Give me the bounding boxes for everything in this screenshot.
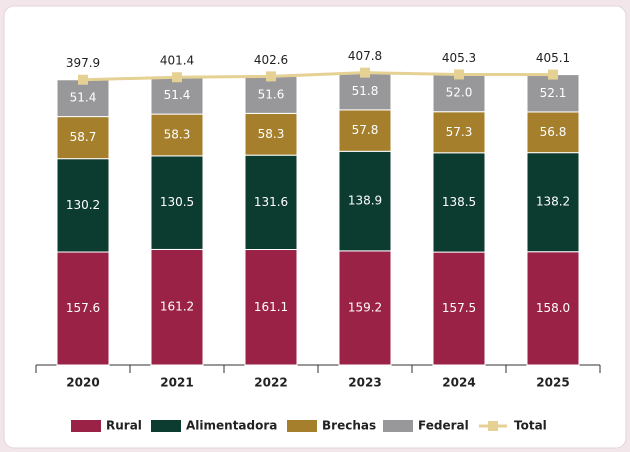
data-label: 138.9 xyxy=(348,194,382,208)
bar-segment xyxy=(432,152,486,253)
x-tick-label: 2023 xyxy=(348,376,381,390)
data-label: 58.7 xyxy=(70,130,97,144)
data-label: 52.1 xyxy=(540,86,567,100)
legend-label: Federal xyxy=(418,419,469,433)
bar-segment xyxy=(526,152,580,253)
x-tick-label: 2022 xyxy=(254,376,287,390)
bar-segment xyxy=(56,251,110,366)
bar-segment xyxy=(526,111,580,154)
total-label: 405.1 xyxy=(536,51,570,65)
total-marker xyxy=(360,67,370,78)
bar-segment xyxy=(338,72,392,111)
total-marker xyxy=(548,69,558,80)
total-marker xyxy=(454,69,464,80)
bar-segment xyxy=(244,249,298,366)
x-tick-label: 2021 xyxy=(160,376,193,390)
data-label: 161.1 xyxy=(254,300,288,314)
data-label: 138.5 xyxy=(442,195,476,209)
data-label: 159.2 xyxy=(348,300,382,314)
legend-label: Alimentadora xyxy=(186,419,277,433)
bar-segment xyxy=(56,79,110,118)
total-label: 407.8 xyxy=(348,49,382,63)
legend-swatch xyxy=(383,420,413,432)
bar-segment xyxy=(432,111,486,154)
data-label: 158.0 xyxy=(536,301,570,315)
total-label: 401.4 xyxy=(160,54,194,68)
data-label: 51.6 xyxy=(258,87,285,101)
total-marker xyxy=(266,71,276,82)
data-label: 157.6 xyxy=(66,301,100,315)
bar-segment xyxy=(150,248,204,366)
legend-label: Brechas xyxy=(322,419,376,433)
data-label: 51.4 xyxy=(164,88,191,102)
data-label: 51.8 xyxy=(352,84,379,98)
legend-label: Total xyxy=(514,419,547,433)
bar-segment xyxy=(526,251,580,366)
bar-segment xyxy=(338,109,392,152)
legend-swatch-marker xyxy=(488,421,498,431)
total-label: 397.9 xyxy=(66,56,100,70)
data-label: 138.2 xyxy=(536,195,570,209)
total-marker xyxy=(78,74,88,85)
bar-segment xyxy=(244,75,298,114)
bar-segment xyxy=(244,154,298,251)
data-label: 52.0 xyxy=(446,86,473,100)
x-tick-label: 2020 xyxy=(66,376,99,390)
total-label: 402.6 xyxy=(254,53,288,67)
legend-label: Rural xyxy=(106,419,142,433)
data-label: 130.2 xyxy=(66,198,100,212)
x-tick-label: 2025 xyxy=(536,376,569,390)
legend-swatch xyxy=(151,420,181,432)
bar-segment xyxy=(244,112,298,156)
data-label: 131.6 xyxy=(254,195,288,209)
data-label: 57.8 xyxy=(352,123,379,137)
data-label: 58.3 xyxy=(258,127,285,141)
data-label: 58.3 xyxy=(164,127,191,141)
bar-segment xyxy=(56,116,110,160)
total-marker xyxy=(172,72,182,83)
data-label: 130.5 xyxy=(160,195,194,209)
data-label: 161.2 xyxy=(160,300,194,314)
data-label: 157.5 xyxy=(442,301,476,315)
total-label: 405.3 xyxy=(442,51,476,65)
bar-segment xyxy=(56,158,110,253)
bar-segment xyxy=(338,250,392,366)
legend-swatch xyxy=(287,420,317,432)
bar-segment xyxy=(432,73,486,113)
data-label: 51.4 xyxy=(70,91,97,105)
data-label: 56.8 xyxy=(540,125,567,139)
legend-swatch xyxy=(71,420,101,432)
data-label: 57.3 xyxy=(446,125,473,139)
total-line xyxy=(82,71,554,82)
x-tick-label: 2024 xyxy=(442,376,475,390)
